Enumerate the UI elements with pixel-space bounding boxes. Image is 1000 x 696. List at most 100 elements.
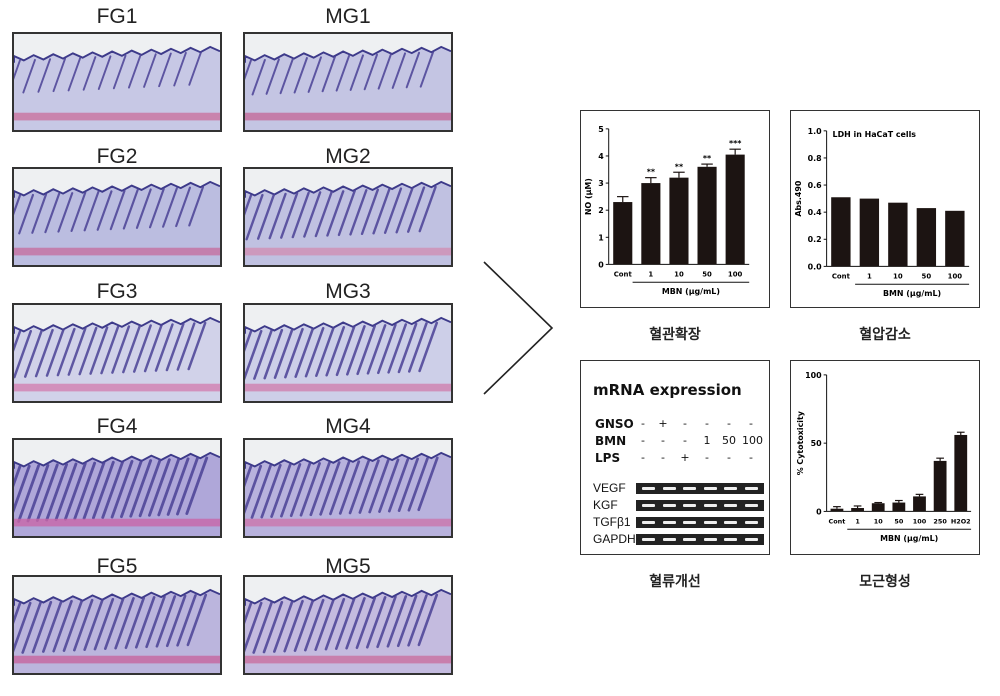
hair-follicle	[166, 457, 190, 516]
x-tick-label: 100	[728, 270, 743, 278]
muscle-layer	[245, 112, 451, 121]
y-tick-label: 5	[598, 125, 604, 134]
hair-follicle	[112, 54, 127, 90]
hair-follicle	[158, 52, 172, 88]
hair-follicle	[124, 596, 146, 650]
hair-follicle	[270, 463, 292, 518]
hair-follicle	[280, 192, 299, 239]
bar	[613, 202, 633, 265]
hair-follicle	[407, 457, 429, 512]
dermis-layer	[14, 181, 220, 265]
hair-follicle	[103, 597, 125, 651]
histology-label: FG3	[96, 280, 138, 303]
gene-label: GAPDH	[593, 532, 636, 546]
hair-follicle	[346, 325, 366, 376]
hair-follicle	[134, 596, 156, 649]
muscle-layer	[245, 383, 451, 392]
hair-follicle	[176, 322, 196, 371]
condition-value: -	[749, 417, 753, 430]
hair-follicle	[291, 191, 310, 239]
x-axis-label: BMN (μg/mL)	[883, 289, 941, 298]
x-tick-label: 50	[894, 517, 903, 525]
hair-follicle	[143, 53, 157, 88]
x-tick-label: 50	[922, 272, 932, 280]
hair-follicle	[119, 459, 143, 519]
condition-value: -	[641, 434, 645, 447]
bar	[697, 166, 717, 265]
bar	[945, 210, 965, 267]
hair-follicle	[395, 186, 414, 234]
chart-title: LDH in HaCaT cells	[833, 130, 917, 139]
hair-follicle	[377, 53, 393, 90]
x-tick-label: 100	[948, 272, 963, 280]
hair-follicle	[303, 598, 325, 652]
hair-follicle	[14, 59, 21, 80]
hair-follicle	[176, 456, 199, 516]
cyto-chart-panel: 0 50 100 % Cytotoxicity Cont 1 10 50 100 250 H2O2 M…	[790, 360, 980, 555]
hair-follicle	[54, 462, 78, 522]
condition-label: BMN	[595, 434, 627, 448]
hair-follicle	[70, 191, 87, 233]
hair-follicle	[268, 192, 287, 240]
gel-band	[642, 504, 655, 507]
hair-follicle	[245, 329, 263, 380]
condition-value: -	[749, 451, 753, 464]
hair-follicle	[245, 193, 264, 241]
x-tick-label: Cont	[829, 517, 846, 525]
epidermis-line	[245, 451, 451, 469]
hair-follicle	[162, 187, 178, 228]
gel-band	[703, 538, 717, 541]
y-tick-label: 0.0	[808, 262, 823, 271]
hair-follicle	[245, 464, 263, 515]
hair-follicle	[57, 192, 74, 233]
hair-follicle	[45, 328, 65, 377]
bar	[725, 154, 745, 265]
caption-hair-root: 모근형성	[859, 574, 911, 590]
muscle-layer	[245, 655, 451, 664]
hair-follicle	[387, 457, 410, 513]
mrna-panel: mRNA expression GNSO - + - - - - BMN - - -1 50 100 LP…	[580, 360, 770, 555]
epidermis-line	[245, 588, 451, 606]
hair-follicle	[245, 602, 253, 624]
hair-follicle	[26, 463, 50, 523]
hair-follicle	[263, 328, 284, 380]
muscle-layer	[14, 518, 220, 527]
hair-follicle	[17, 464, 41, 523]
hair-follicle	[21, 601, 42, 654]
gel-band	[744, 504, 758, 507]
hair-follicle	[42, 600, 63, 653]
hair-follicle	[307, 56, 322, 93]
bar	[916, 208, 937, 267]
histology-image	[243, 303, 453, 403]
hair-follicle	[363, 53, 379, 91]
gel-band	[683, 504, 696, 507]
hair-follicle	[345, 597, 366, 650]
gel-band	[642, 487, 655, 490]
hair-follicle	[89, 326, 109, 375]
y-tick-label: 0	[598, 260, 604, 269]
histology-image	[12, 32, 222, 132]
histology-label: FG4	[96, 415, 138, 438]
hair-follicle	[72, 598, 94, 652]
significance-marker: **	[703, 154, 711, 163]
y-axis-label: % Cytotoxicity	[796, 410, 805, 475]
condition-label: GNSO	[595, 417, 634, 431]
hair-follicle	[245, 330, 253, 352]
muscle-layer	[14, 112, 220, 121]
hair-follicle	[368, 458, 390, 514]
hair-follicle	[14, 330, 22, 352]
bar	[851, 508, 864, 512]
condition-value: -	[683, 434, 687, 447]
hair-follicle	[186, 593, 208, 647]
y-tick-label: 0	[816, 507, 822, 516]
caption-vasodilation: 혈관확장	[649, 327, 701, 343]
x-tick-label: H2O2	[951, 517, 971, 525]
hair-follicle	[14, 464, 31, 513]
hair-follicle	[377, 323, 397, 375]
x-tick-label: 1	[867, 272, 872, 280]
hair-follicle	[245, 601, 263, 653]
hair-follicle	[294, 327, 315, 378]
hair-follicle	[34, 328, 54, 378]
hair-follicle	[22, 58, 36, 94]
gel-lane-strip	[636, 517, 764, 528]
